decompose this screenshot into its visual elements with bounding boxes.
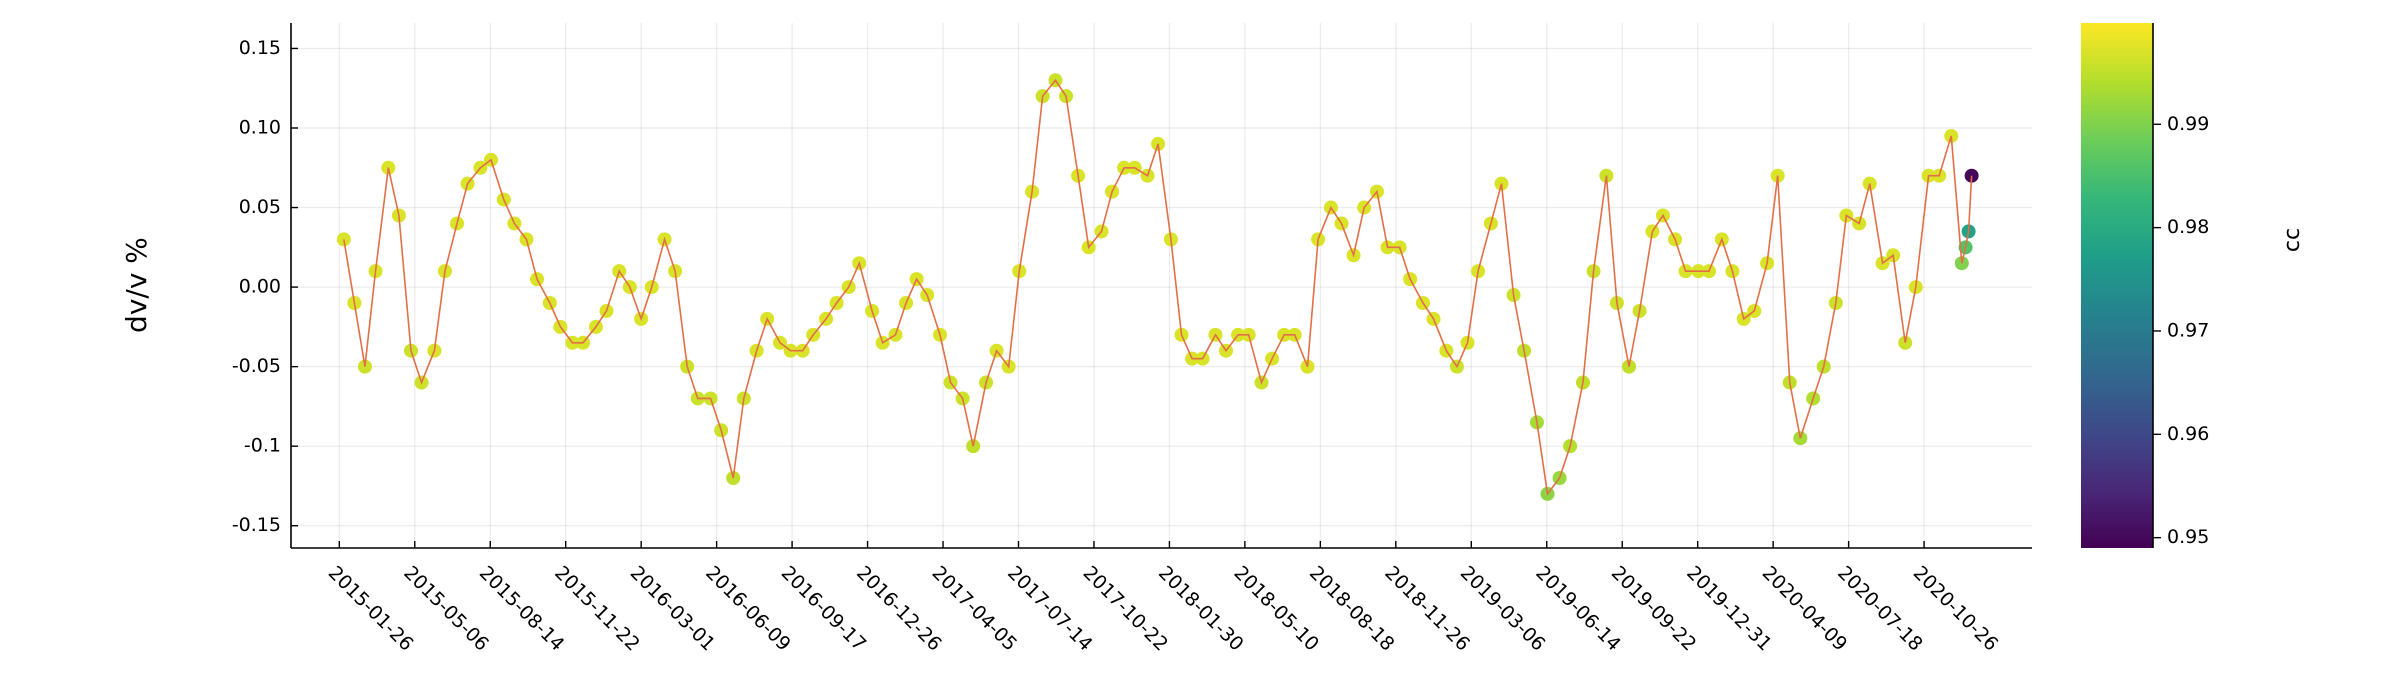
colorbar-tick-label: 0.95: [2167, 526, 2209, 548]
y-tick-label: 0.05: [239, 196, 281, 218]
colorbar-tick-label: 0.99: [2167, 113, 2209, 135]
y-tick-label: -0.15: [232, 514, 281, 536]
y-tick-label: 0.15: [239, 37, 281, 59]
y-tick-label: -0.1: [244, 435, 281, 457]
data-line: [343, 78, 1973, 496]
y-tick-label: 0.00: [239, 276, 281, 298]
data-point: [1964, 168, 1979, 183]
y-axis-label: dv/v %: [120, 237, 153, 333]
colorbar: [2081, 23, 2153, 548]
colorbar-tick-label: 0.97: [2167, 319, 2209, 341]
y-tick-label: -0.05: [232, 355, 281, 377]
colorbar-label: cc: [2280, 228, 2305, 252]
y-tick-label: 0.10: [239, 117, 281, 139]
colorbar-tick-label: 0.96: [2167, 423, 2209, 445]
colorbar-tick-label: 0.98: [2167, 216, 2209, 238]
